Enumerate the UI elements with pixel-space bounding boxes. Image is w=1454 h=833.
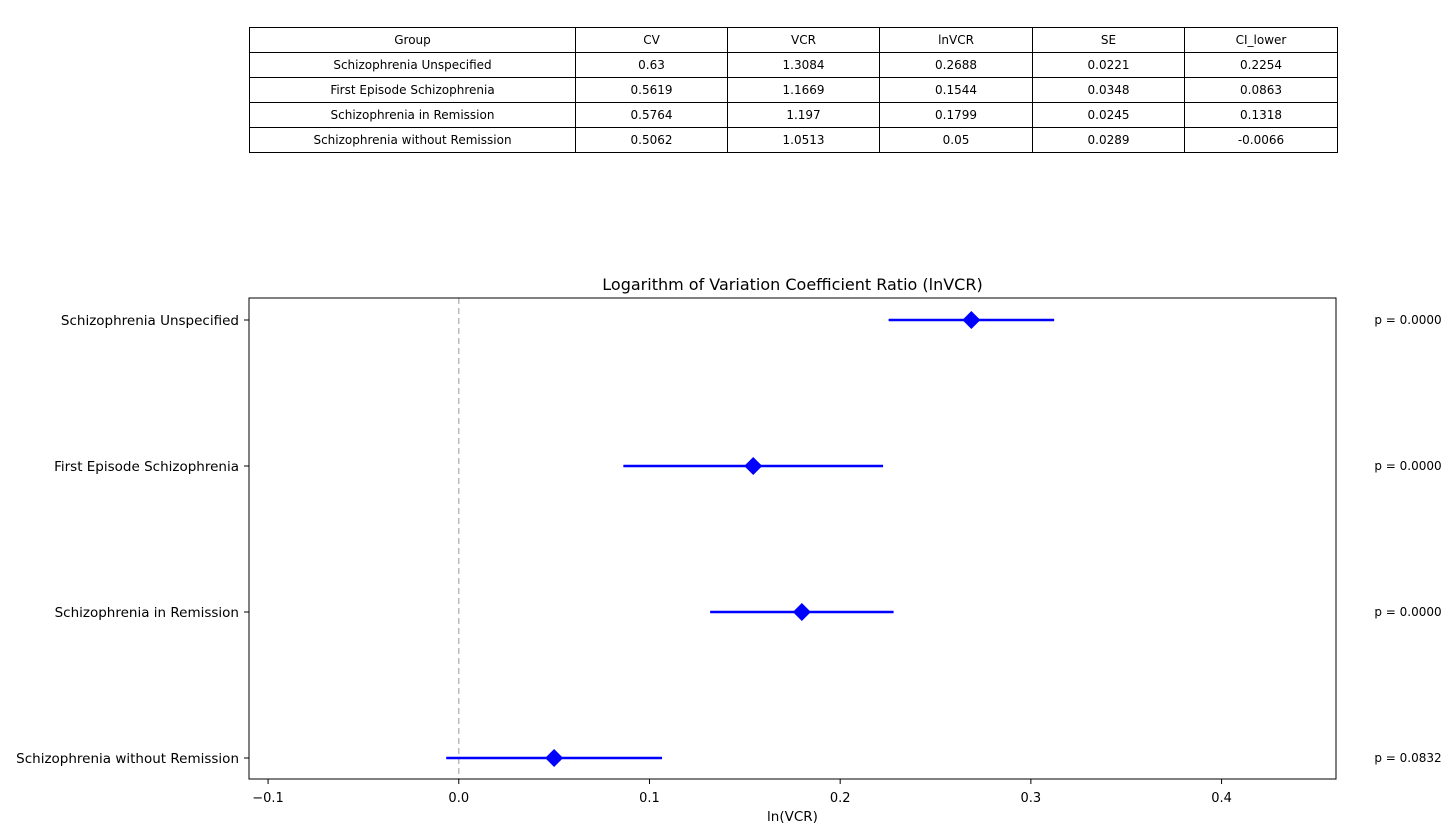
column-header: CV [575,27,728,53]
x-tick-label: 0.1 [639,791,660,806]
table-cell: First Episode Schizophrenia [249,77,576,103]
table-row: Schizophrenia in Remission 0.5764 1.197 … [249,102,1338,128]
x-tick-label: −0.1 [252,791,284,806]
table-row: Schizophrenia Unspecified 0.63 1.3084 0.… [249,52,1338,78]
table-cell: 0.1544 [879,77,1033,103]
point-estimate-marker [792,603,811,621]
point-estimate-marker [545,749,564,767]
column-header: CI_lower [1184,27,1338,53]
table-cell: 0.2254 [1184,52,1338,78]
y-tick-label: Schizophrenia without Remission [16,751,239,767]
table-cell: 0.0289 [1032,127,1185,153]
table-cell: 1.0513 [727,127,880,153]
table-cell: 0.0348 [1032,77,1185,103]
table-cell: Schizophrenia without Remission [249,127,576,153]
table-cell: 0.1318 [1184,102,1338,128]
point-estimate-marker [962,311,981,329]
plot-frame [248,297,1337,780]
p-value-label: p = 0.0000 [1374,313,1441,327]
statistics-table: Group CV VCR lnVCR SE CI_lower Schizophr… [249,27,1338,153]
table-cell: 0.0221 [1032,52,1185,78]
x-tick-label: 0.0 [448,791,469,806]
p-value-label: p = 0.0000 [1374,605,1441,619]
table-cell: Schizophrenia Unspecified [249,52,576,78]
point-estimate-marker [744,457,763,475]
table-row: First Episode Schizophrenia 0.5619 1.166… [249,77,1338,103]
table-row: Schizophrenia without Remission 0.5062 1… [249,127,1338,153]
p-value-label: p = 0.0000 [1374,459,1441,473]
column-header: lnVCR [879,27,1033,53]
table-cell: -0.0066 [1184,127,1338,153]
y-tick-label: Schizophrenia Unspecified [61,313,239,329]
table-cell: 0.63 [575,52,728,78]
statistics-table-container: Group CV VCR lnVCR SE CI_lower Schizophr… [249,27,1338,153]
table-cell: 0.5062 [575,127,728,153]
column-header: Group [249,27,576,53]
table-header-row: Group CV VCR lnVCR SE CI_lower [249,27,1338,53]
x-tick-label: 0.3 [1021,791,1042,806]
chart-title: Logarithm of Variation Coefficient Ratio… [602,275,982,294]
table-cell: 0.5619 [575,77,728,103]
x-axis-label: ln(VCR) [767,809,818,825]
table-cell: 1.3084 [727,52,880,78]
table-cell: 0.2688 [879,52,1033,78]
table-cell: 0.5764 [575,102,728,128]
y-tick-label: Schizophrenia in Remission [55,605,239,621]
y-tick-label: First Episode Schizophrenia [54,459,239,475]
x-tick-label: 0.2 [830,791,851,806]
table-cell: 1.1669 [727,77,880,103]
p-value-label: p = 0.0832 [1374,751,1441,765]
table-cell: 1.197 [727,102,880,128]
x-tick-label: 0.4 [1211,791,1232,806]
table-cell: 0.05 [879,127,1033,153]
